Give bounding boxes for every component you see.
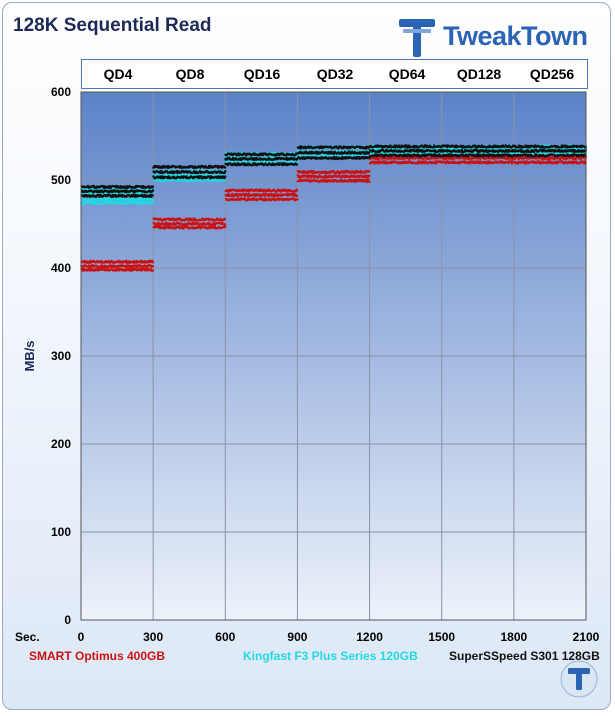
data-point: [296, 195, 298, 197]
data-point: [368, 170, 370, 172]
data-point: [152, 265, 154, 267]
data-point: [152, 199, 154, 201]
data-point: [368, 181, 370, 183]
data-point: [152, 189, 154, 191]
data-point: [152, 261, 154, 263]
data-point: [224, 218, 226, 220]
data-point: [224, 226, 226, 228]
data-point: [152, 194, 154, 196]
data-point: [296, 198, 298, 200]
data-point: [366, 181, 368, 183]
chart-frame: 128K Sequential Read TweakTown QD4 QD8 Q…: [2, 2, 611, 710]
data-point: [231, 193, 233, 195]
data-point: [152, 202, 154, 204]
data-point: [224, 223, 226, 225]
data-point: [152, 269, 154, 271]
data-point: [368, 175, 370, 177]
data-point: [152, 185, 154, 187]
data-point: [296, 189, 298, 191]
